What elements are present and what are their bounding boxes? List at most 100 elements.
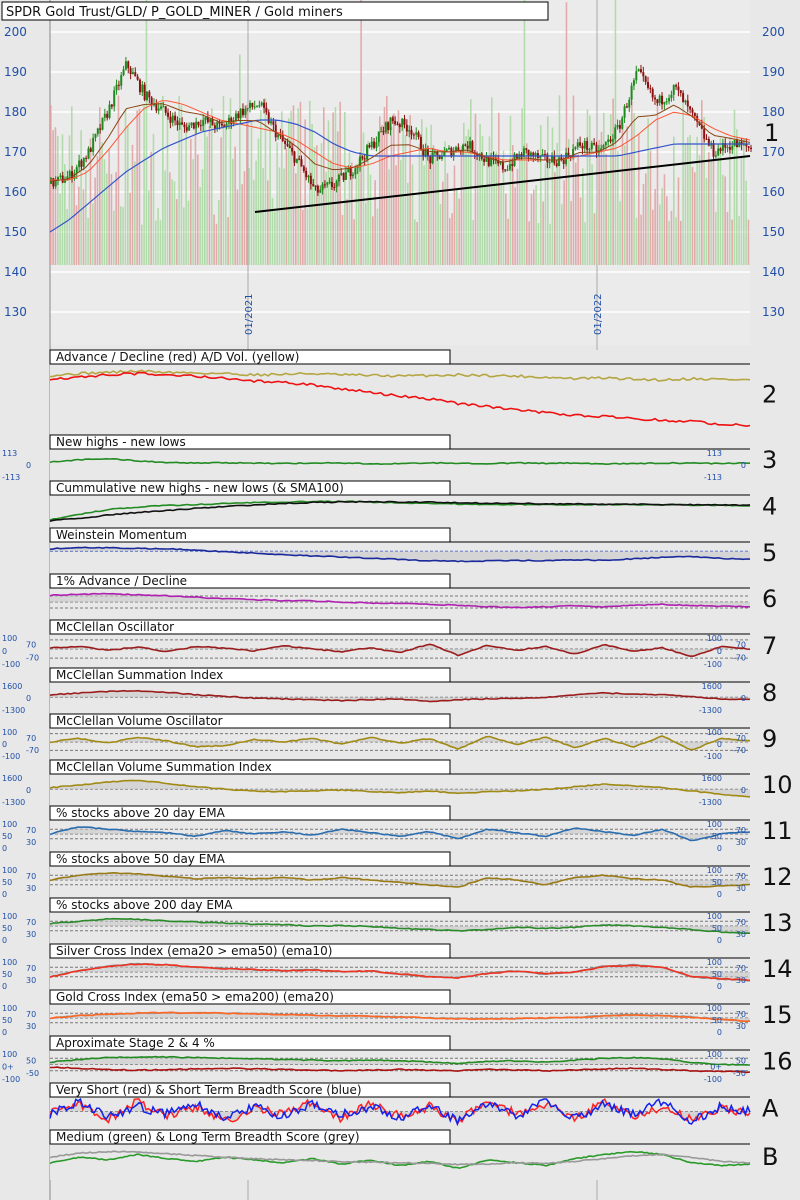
panel-tick-right: 100 — [707, 728, 722, 737]
candle-body — [595, 144, 598, 153]
volume-bar — [670, 210, 673, 265]
candle-body — [675, 85, 678, 87]
volume-bar — [348, 152, 351, 265]
volume-bar — [276, 142, 278, 265]
candle-body — [87, 148, 90, 159]
candle-body — [621, 117, 624, 129]
candle-body — [150, 97, 153, 106]
volume-bar — [246, 104, 248, 265]
volume-bar — [87, 217, 89, 265]
volume-bar — [729, 137, 731, 265]
panel-tick-left: 70 — [26, 872, 36, 881]
candle-body — [642, 72, 645, 77]
volume-bar — [64, 164, 66, 265]
volume-bar — [388, 169, 390, 265]
candle-body — [359, 156, 362, 167]
panel-title: McClellan Volume Summation Index — [56, 760, 272, 774]
panel-tick-left: 30 — [26, 838, 36, 847]
sma-blue-line — [49, 119, 750, 233]
candle-body — [726, 147, 729, 149]
volume-bar — [577, 154, 579, 265]
volume-bar — [624, 145, 626, 265]
volume-bar — [330, 159, 332, 265]
y-tick-label-right: 130 — [762, 305, 785, 319]
candle-body — [335, 181, 338, 187]
candle-body — [387, 122, 390, 131]
volume-bar — [283, 168, 285, 265]
panel-tick-left: 0 — [2, 1028, 7, 1037]
candle-body — [241, 108, 244, 116]
candle-body — [59, 175, 62, 177]
candle-body — [115, 84, 118, 91]
candle-body — [368, 145, 371, 148]
candle-body — [548, 162, 551, 164]
volume-bar — [376, 208, 379, 265]
panel-label: 7 — [762, 632, 777, 660]
candle-body — [654, 97, 657, 100]
panel-tick-right: 100 — [707, 912, 722, 921]
candle-body — [398, 124, 401, 128]
volume-bar — [204, 118, 206, 265]
volume-bar — [152, 133, 155, 265]
candle-body — [54, 179, 57, 187]
volume-bar — [201, 169, 204, 265]
panel-tick-left: 30 — [26, 976, 36, 985]
volume-bar — [563, 180, 565, 265]
volume-bar — [579, 197, 582, 265]
volume-bar — [642, 184, 645, 265]
candle-body — [644, 76, 647, 82]
volume-bar — [393, 113, 395, 265]
volume-bar — [638, 134, 640, 265]
volume-bar — [94, 177, 96, 265]
volume-bar — [645, 173, 647, 265]
volume-bar — [526, 143, 528, 265]
candle-body — [188, 125, 191, 131]
panel-tick-right: 0 — [717, 890, 722, 899]
candle-body — [73, 173, 76, 179]
panel-tick-right: 50 — [712, 878, 722, 887]
candle-body — [632, 80, 635, 86]
volume-bar — [509, 115, 512, 265]
candle-body — [433, 152, 436, 154]
panel-title-box — [49, 573, 451, 589]
volume-bar — [54, 127, 57, 265]
volume-bar — [463, 122, 465, 265]
volume-bar — [467, 129, 470, 265]
volume-bar — [169, 172, 171, 265]
volume-bar — [197, 154, 199, 265]
candle-body — [677, 86, 680, 91]
panel-title-box — [49, 989, 451, 1005]
volume-bar — [701, 100, 703, 266]
indicator-panel-12: % stocks above 50 day EMA 12 100 100 70 70 50 5… — [2, 851, 793, 899]
candle-body — [590, 142, 593, 150]
volume-bar — [591, 164, 593, 265]
volume-bar — [649, 150, 652, 265]
candle-body — [377, 131, 380, 143]
volume-bar — [171, 179, 173, 265]
candle-body — [302, 166, 305, 171]
candle-body — [728, 147, 731, 150]
volume-bar — [173, 181, 176, 265]
panel-tick-left: 50 — [2, 832, 12, 841]
candle-body — [216, 121, 219, 129]
volume-bar — [360, 0, 362, 265]
volume-bar — [222, 95, 225, 265]
volume-bar — [325, 172, 327, 265]
panel-tick-left: 1600 — [2, 682, 22, 691]
candle-body — [511, 164, 514, 166]
volume-bar — [141, 224, 143, 265]
panel-tick-right: 0+ — [710, 1063, 722, 1072]
candle-body — [265, 107, 268, 113]
candle-body — [436, 152, 439, 155]
volume-bar — [687, 137, 689, 265]
volume-bar — [656, 99, 659, 266]
panel-title: Advance / Decline (red) A/D Vol. (yellow… — [56, 350, 299, 364]
panel-tick-right: 70 — [736, 641, 746, 650]
volume-bar — [57, 136, 59, 265]
volume-bar — [257, 138, 260, 265]
candle-body — [366, 145, 369, 160]
series-line — [49, 1097, 751, 1127]
volume-bar — [185, 124, 187, 265]
volume-bar — [274, 211, 276, 265]
candle-body — [724, 142, 727, 148]
